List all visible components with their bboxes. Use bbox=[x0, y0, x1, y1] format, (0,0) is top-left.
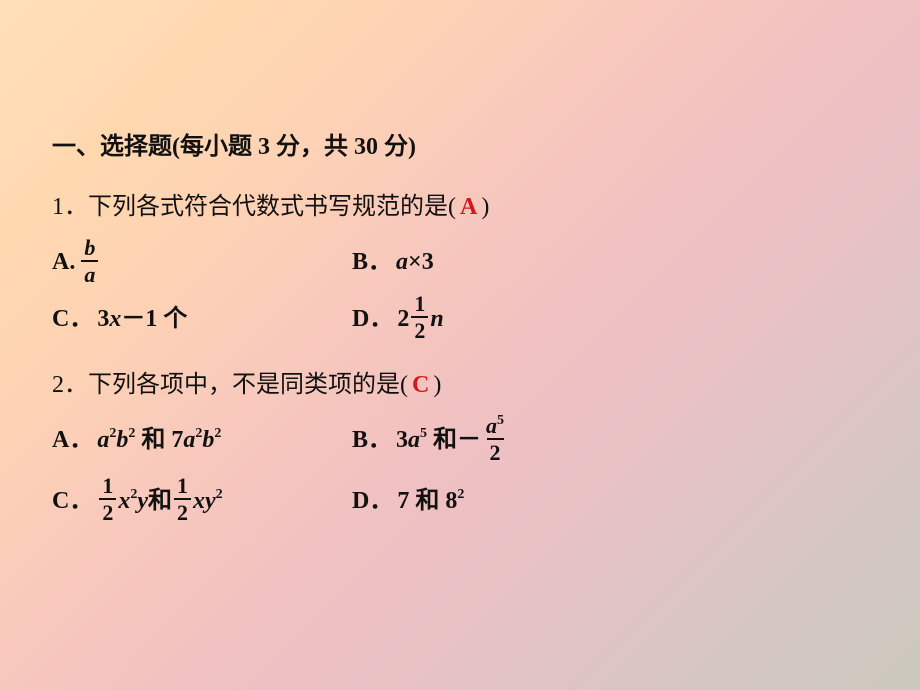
section-heading: 一、选择题(每小题 3 分，共 30 分) bbox=[52, 125, 872, 171]
frac-1-2-c2: 1 2 bbox=[174, 474, 191, 524]
optD-label: D． bbox=[352, 297, 393, 343]
q2-optB: B． 3a5 和－ a5 2 bbox=[352, 416, 509, 466]
q1-optD: D． 2 1 2 n bbox=[352, 294, 444, 344]
optC-join: 和 bbox=[148, 479, 172, 525]
worksheet: 一、选择题(每小题 3 分，共 30 分) 1．下列各式符合代数式书写规范的是(… bbox=[52, 125, 872, 531]
q2-stem-pre: 2．下列各项中，不是同类项的是( bbox=[52, 363, 408, 409]
optC-x: x bbox=[109, 297, 121, 343]
frac-num: b bbox=[81, 236, 98, 260]
q1-stem-post: ) bbox=[481, 185, 489, 231]
frac-num: 1 bbox=[411, 292, 428, 316]
optA-join: 和 7 bbox=[141, 427, 183, 453]
optB-label: B． bbox=[352, 240, 392, 286]
q1-row2: C． 3 x －1 个 D． 2 1 2 n bbox=[52, 294, 872, 344]
optD-2: 2 bbox=[397, 297, 409, 343]
q1-stem-pre: 1．下列各式符合代数式书写规范的是( bbox=[52, 185, 456, 231]
optA-label: A. bbox=[52, 240, 75, 286]
q2-optC: C． 1 2 x2y 和 1 2 xy2 bbox=[52, 476, 352, 526]
optC-label: C． bbox=[52, 479, 93, 525]
q2-stem: 2．下列各项中，不是同类项的是( C ) bbox=[52, 363, 872, 409]
q1-optA: A. b a bbox=[52, 238, 352, 288]
q1-optB: B． a×3 bbox=[352, 238, 434, 288]
q2-answer: C bbox=[408, 363, 433, 409]
frac-den: 2 bbox=[411, 316, 428, 342]
optB-join: 和－ bbox=[433, 427, 481, 453]
q2-row1: A． a2b2 和 7a2b2 B． 3a5 和－ a5 2 bbox=[52, 416, 872, 466]
frac-den: a bbox=[81, 260, 98, 286]
q1-row1: A. b a B． a×3 bbox=[52, 238, 872, 288]
optB-label: B． bbox=[352, 418, 392, 464]
q2-stem-post: ) bbox=[433, 363, 441, 409]
frac-1-2: 1 2 bbox=[411, 292, 428, 342]
q1-optC: C． 3 x －1 个 bbox=[52, 294, 352, 344]
optA-label: A． bbox=[52, 418, 93, 464]
optC-tail: －1 个 bbox=[121, 297, 187, 343]
optC-3: 3 bbox=[97, 297, 109, 343]
q2-optD: D． 7 和 82 bbox=[352, 476, 464, 526]
optD-label: D． bbox=[352, 479, 393, 525]
q2-optA: A． a2b2 和 7a2b2 bbox=[52, 416, 352, 466]
frac-1-2-c1: 1 2 bbox=[99, 474, 116, 524]
frac-a5-2: a5 2 bbox=[483, 414, 507, 464]
q1-answer: A bbox=[456, 185, 481, 231]
optB-a: a bbox=[396, 249, 408, 275]
optD-n: n bbox=[430, 297, 443, 343]
frac-b-over-a: b a bbox=[81, 236, 98, 286]
q1-stem: 1．下列各式符合代数式书写规范的是( A ) bbox=[52, 185, 872, 231]
optC-label: C． bbox=[52, 297, 93, 343]
q2-row2: C． 1 2 x2y 和 1 2 xy2 D． 7 和 82 bbox=[52, 476, 872, 526]
